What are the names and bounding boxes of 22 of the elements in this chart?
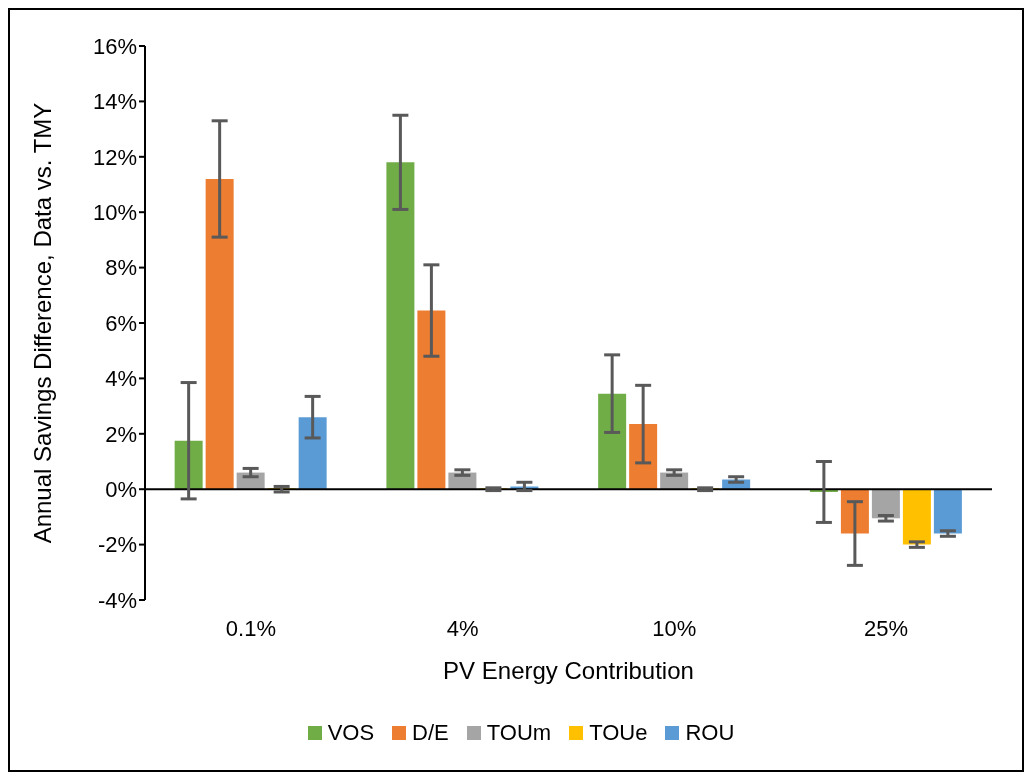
legend-label: TOUe <box>589 720 648 746</box>
y-tick-label: 2% <box>105 421 137 447</box>
y-tick-label: 10% <box>92 200 137 226</box>
y-tick-label: 8% <box>105 255 137 281</box>
legend-label: D/E <box>412 720 449 746</box>
y-tick-label: -4% <box>97 587 137 613</box>
legend-label: VOS <box>327 720 375 746</box>
x-tick-label: 4% <box>446 615 479 641</box>
y-tick-label: 14% <box>92 89 137 115</box>
y-tick-label: 12% <box>92 144 137 170</box>
x-tick-label: 25% <box>864 615 909 641</box>
legend-label: TOUm <box>486 720 552 746</box>
y-axis-title: Annual Savings Difference, Data vs. TMY <box>28 102 56 544</box>
x-tick-label: 0.1% <box>225 615 276 641</box>
y-tick-label: 6% <box>105 310 137 336</box>
y-tick-label: -2% <box>97 532 137 558</box>
x-axis-title: PV Energy Contribution <box>443 657 694 685</box>
y-tick-label: 4% <box>105 366 137 392</box>
x-tick-label: 10% <box>652 615 697 641</box>
legend-label: ROU <box>685 720 735 746</box>
y-tick-label: 0% <box>105 477 137 503</box>
y-tick-label: 16% <box>92 33 137 59</box>
